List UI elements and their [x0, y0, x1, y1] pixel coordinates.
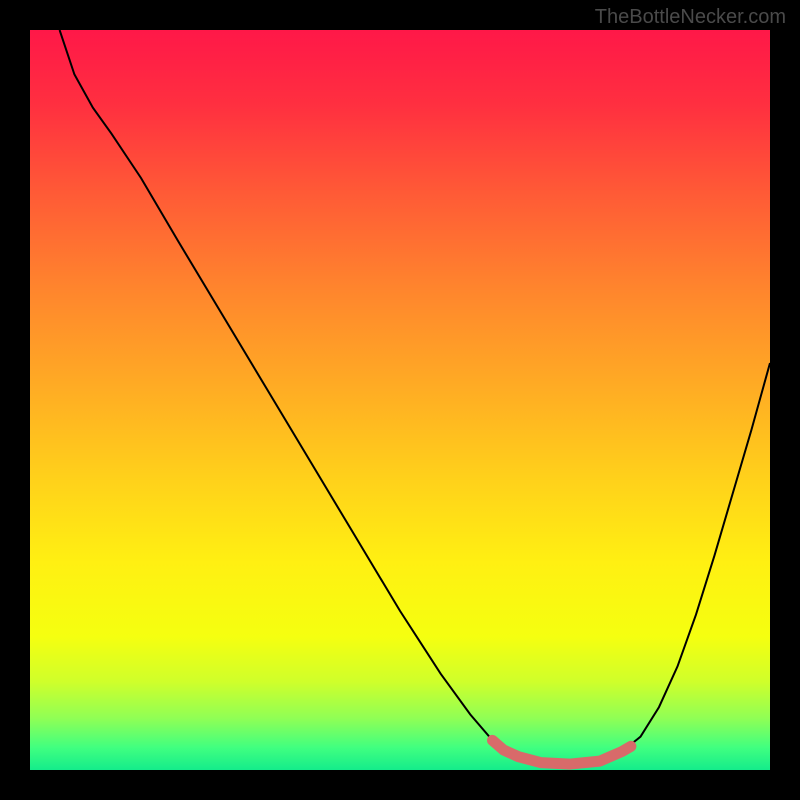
chart-svg [30, 30, 770, 770]
chart-plot-area [30, 30, 770, 770]
gradient-background [30, 30, 770, 770]
watermark-text: TheBottleNecker.com [595, 6, 786, 29]
